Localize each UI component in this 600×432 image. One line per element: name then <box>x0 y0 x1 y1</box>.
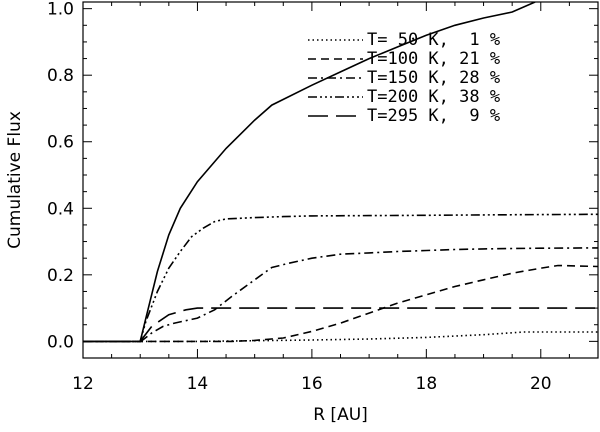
x-tick-label: 16 <box>301 374 323 394</box>
axes <box>82 1 599 359</box>
y-tick-label: 0.0 <box>47 332 74 352</box>
x-tick-label: 18 <box>416 374 438 394</box>
legend-label-2: T=150 K, 28 % <box>367 68 500 88</box>
y-tick-label: 0.8 <box>47 66 74 86</box>
x-axis-label: R [AU] <box>313 405 368 425</box>
series-line-2 <box>83 247 598 343</box>
y-tick-label: 0.4 <box>47 199 74 219</box>
legend-label-3: T=200 K, 38 % <box>367 87 500 107</box>
series-lines <box>83 2 598 343</box>
y-axis-label: Cumulative Flux <box>5 111 25 249</box>
y-tick-label: 1.0 <box>47 0 74 20</box>
series-line-0 <box>83 331 598 343</box>
y-tick-label: 0.2 <box>47 266 74 286</box>
y-tick-label: 0.6 <box>47 133 74 153</box>
x-tick-label: 14 <box>187 374 209 394</box>
series-line-1 <box>83 264 598 343</box>
legend-label-0: T= 50 K, 1 % <box>367 30 500 50</box>
y-axis-ticks: 0.0 0.2 0.4 0.6 0.8 1.0 <box>47 0 598 352</box>
legend-label-4: T=295 K, 9 % <box>367 106 500 126</box>
x-tick-label: 12 <box>72 374 94 394</box>
series-line-3 <box>83 213 598 343</box>
legend: T= 50 K, 1 %T=100 K, 21 %T=150 K, 28 %T=… <box>308 30 500 126</box>
series-line-4 <box>83 307 598 343</box>
series-line-5 <box>83 2 536 343</box>
x-axis-ticks: 12 14 16 18 20 <box>72 2 599 394</box>
legend-label-1: T=100 K, 21 % <box>367 49 500 69</box>
x-tick-label: 20 <box>530 374 552 394</box>
plot-frame <box>82 1 599 359</box>
